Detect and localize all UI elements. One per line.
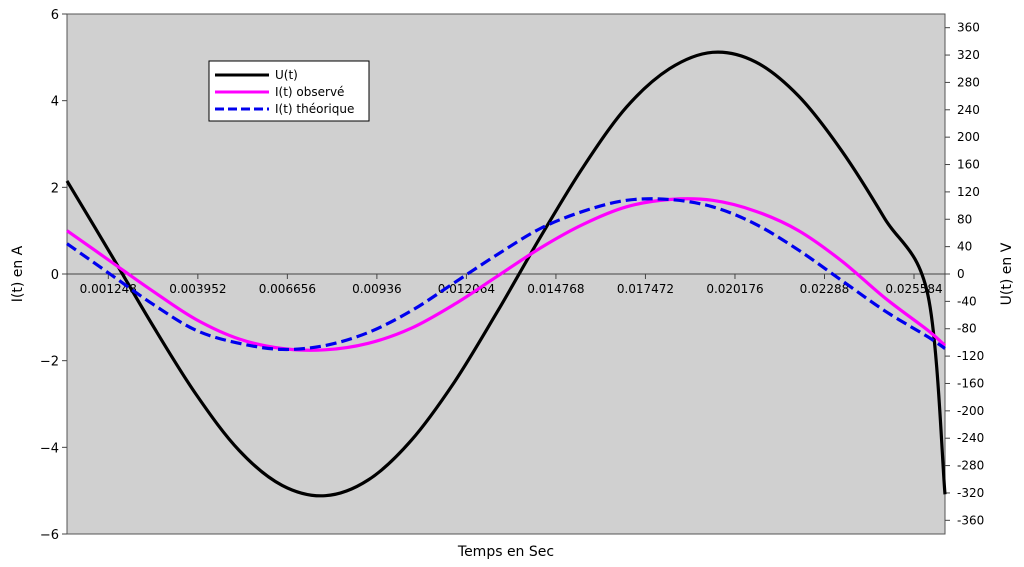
y-right-tick-label: -40 [957,294,977,308]
y-right-tick-label: 120 [957,185,980,199]
y-right-tick-label: -280 [957,459,984,473]
y-right-tick-label: -360 [957,513,984,527]
series-line-3 [66,197,946,352]
y-right-tick-label: 160 [957,158,980,172]
x-tick-label: 0.001248 [80,282,137,296]
legend-entry-label: I(t) théorique [275,102,354,116]
x-tick-label: 0.025584 [885,282,942,296]
y-axis-left-label: I(t) en A [10,245,26,302]
y-left-tick-label: −4 [40,441,59,456]
y-right-tick-label: 40 [957,240,972,254]
y-left-tick-label: 6 [51,8,59,23]
x-axis-label: Temps en Sec [457,544,554,560]
y-right-tick-label: -80 [957,322,977,336]
y-left-tick-label: 4 [51,95,59,110]
x-tick-label: 0.02288 [800,282,850,296]
x-tick-label: 0.006656 [259,282,316,296]
y-axis-right-label: U(t) en V [999,242,1015,305]
series-line-2 [66,197,947,352]
y-right-tick-label: 280 [957,75,980,89]
y-right-tick-label: 360 [957,21,980,35]
x-tick-label: 0.00936 [352,282,402,296]
y-left-tick-label: −6 [40,528,59,543]
y-right-tick-label: 240 [957,103,980,117]
y-right-tick-label: 80 [957,212,972,226]
x-tick-label: 0.014768 [527,282,584,296]
y-right-tick-label: -240 [957,431,984,445]
y-right-tick-label: 0 [957,267,965,281]
x-tick-label: 0.017472 [617,282,674,296]
x-tick-label: 0.003952 [169,282,226,296]
legend-entry-label: U(t) [275,68,298,82]
y-right-tick-label: 320 [957,48,980,62]
y-right-tick-label: -160 [957,376,984,390]
y-left-tick-label: −2 [40,355,59,370]
x-tick-label: 0.020176 [706,282,763,296]
y-left-tick-label: 2 [51,181,59,196]
legend-entry-label: I(t) observé [275,85,344,99]
legend: U(t) I(t) observé I(t) théorique [208,60,370,122]
y-right-tick-label: -200 [957,404,984,418]
chart-marks: 6 4 2 0 −2 −4 −6 360 320 280 240 200 160 120 80 40 0 -40 -… [40,8,984,543]
y-right-tick-label: 200 [957,130,980,144]
y-right-tick-label: -320 [957,486,984,500]
y-right-tick-label: -120 [957,349,984,363]
y-left-tick-label: 0 [51,268,59,283]
